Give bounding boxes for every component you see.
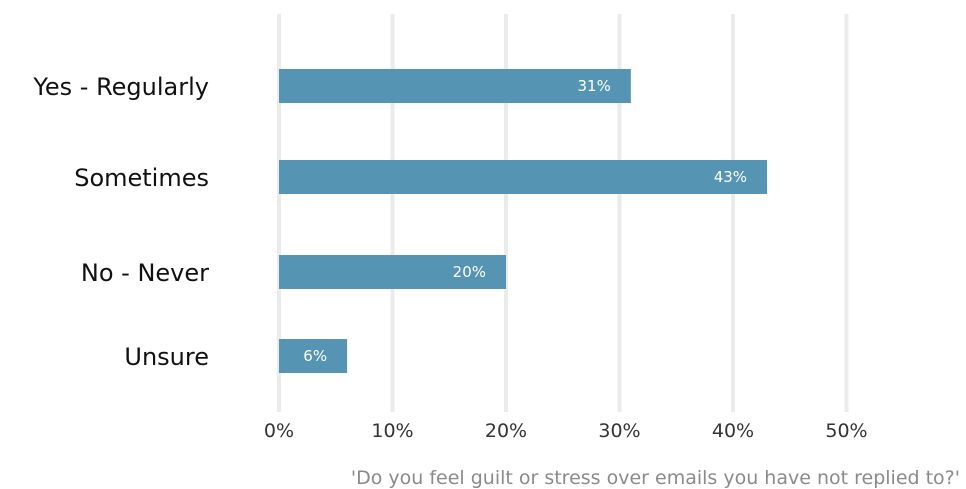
x-tick-label: 40%	[712, 420, 754, 442]
x-tick-label: 0%	[264, 420, 294, 442]
x-tick-label: 10%	[371, 420, 413, 442]
bars: 31% 43% 20% 6%	[279, 69, 768, 373]
x-tick-labels: 0% 10% 20% 30% 40% 50%	[264, 420, 868, 442]
bar	[279, 339, 348, 373]
x-tick-label: 30%	[598, 420, 640, 442]
bar-value-label: 20%	[453, 263, 486, 281]
category-label: No - Never	[81, 259, 209, 287]
bar	[279, 255, 506, 289]
category-labels: Yes - Regularly Sometimes No - Never Unsure	[32, 73, 209, 371]
category-label: Unsure	[124, 343, 209, 371]
chart-caption: 'Do you feel guilt or stress over emails…	[351, 467, 960, 489]
bar-value-label: 31%	[578, 77, 611, 95]
bar	[279, 160, 768, 194]
x-tick-label: 20%	[485, 420, 527, 442]
bar-value-label: 43%	[714, 168, 747, 186]
category-label: Sometimes	[74, 164, 209, 192]
bar	[279, 69, 631, 103]
bar-value-label: 6%	[303, 347, 327, 365]
category-label: Yes - Regularly	[32, 73, 209, 101]
x-tick-label: 50%	[825, 420, 867, 442]
